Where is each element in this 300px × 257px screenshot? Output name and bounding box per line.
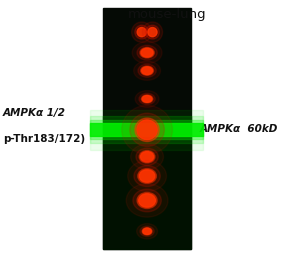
Ellipse shape [132,42,162,64]
Ellipse shape [122,105,172,154]
Ellipse shape [132,22,152,42]
Ellipse shape [143,228,151,234]
Ellipse shape [137,192,157,208]
Ellipse shape [139,194,155,207]
Ellipse shape [139,151,155,163]
Ellipse shape [141,48,153,57]
Ellipse shape [137,120,157,140]
Ellipse shape [131,144,164,170]
Ellipse shape [141,66,154,75]
Ellipse shape [134,61,161,80]
Ellipse shape [135,90,159,107]
Ellipse shape [140,226,154,236]
Text: mouse-lung: mouse-lung [128,8,206,21]
Ellipse shape [138,64,156,77]
Ellipse shape [136,148,158,166]
Ellipse shape [139,170,155,182]
Ellipse shape [148,27,157,37]
Ellipse shape [136,224,158,239]
Ellipse shape [137,27,146,37]
Bar [103,8,191,249]
Ellipse shape [138,169,156,183]
Text: p-Thr183/172): p-Thr183/172) [3,134,85,144]
Bar [89,116,203,143]
Bar [103,116,191,249]
Ellipse shape [133,189,161,212]
Text: AMPKα 1/2: AMPKα 1/2 [3,108,66,118]
Ellipse shape [130,113,164,146]
Text: AMPKα  60kD: AMPKα 60kD [200,124,278,133]
Ellipse shape [139,93,155,105]
Ellipse shape [140,48,154,58]
Ellipse shape [142,228,152,235]
Ellipse shape [128,161,166,191]
Ellipse shape [135,25,148,39]
Ellipse shape [142,96,152,102]
Ellipse shape [137,45,157,60]
Bar [89,110,203,150]
Ellipse shape [134,166,160,187]
Ellipse shape [126,184,168,217]
Ellipse shape [142,22,163,42]
Ellipse shape [142,67,152,75]
Ellipse shape [140,152,154,162]
Bar [89,123,203,136]
Ellipse shape [146,25,159,39]
Bar [89,121,203,139]
Ellipse shape [135,118,159,142]
Ellipse shape [141,95,153,103]
